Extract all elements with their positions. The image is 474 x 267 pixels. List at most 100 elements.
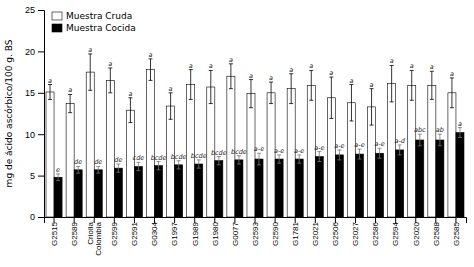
error-bar <box>249 80 253 108</box>
x-tick-label-line: G0077 <box>231 221 240 246</box>
error-bar <box>430 71 434 99</box>
annotation: bcde <box>211 149 227 157</box>
x-tick: G2586 <box>371 217 380 246</box>
x-tick: G2027 <box>351 217 360 246</box>
x-tick-label-line: G2020 <box>412 221 421 246</box>
bar <box>436 140 444 217</box>
error-bar <box>370 89 374 125</box>
bar <box>255 159 263 217</box>
bar <box>54 177 62 217</box>
x-tick: G2588 <box>432 217 441 246</box>
x-tick: G2021 <box>311 217 320 246</box>
bar <box>275 159 283 217</box>
annotation: a <box>128 90 132 98</box>
annotation: de <box>114 156 122 164</box>
annotation: a <box>458 120 462 128</box>
annotation: cde <box>133 154 145 162</box>
bar <box>106 80 114 217</box>
annotation: a-d <box>394 137 405 145</box>
x-tick: G0077 <box>231 217 240 246</box>
error-bar <box>108 68 112 93</box>
bar <box>215 161 223 217</box>
x-tick-label: G2590 <box>271 221 280 246</box>
bar <box>167 106 175 217</box>
annotation: a <box>390 57 394 65</box>
x-tick-label: CriollaColombia <box>86 221 104 255</box>
y-tick-label: 5 <box>30 171 35 181</box>
annotation: a <box>430 63 434 71</box>
y-tick-mark <box>38 134 44 135</box>
bar <box>295 159 303 217</box>
bar <box>396 150 404 217</box>
error-bar <box>418 134 422 146</box>
annotation: a <box>48 77 52 85</box>
error-bar <box>357 149 361 159</box>
x-tick-label-line: G1781 <box>291 221 300 246</box>
bar <box>408 85 416 217</box>
x-tick: G2590 <box>271 217 280 246</box>
bar <box>247 94 255 217</box>
x-tick-label: G2585 <box>452 221 461 246</box>
annotation: de <box>94 158 102 166</box>
error-bar <box>48 85 52 100</box>
annotation: de <box>74 158 82 166</box>
x-tick-label-line: G2591 <box>130 221 139 246</box>
x-tick-label-line: G2599 <box>110 221 119 246</box>
x-tick-label-line: G2593 <box>251 221 260 246</box>
bar <box>187 85 195 217</box>
error-bar <box>378 148 382 158</box>
bar <box>126 110 134 217</box>
annotation: a <box>329 69 333 77</box>
error-bar <box>398 145 402 155</box>
plot-area: 0510152025 G2515 G2589 CriollaColombia G2599… <box>25 5 467 255</box>
error-bar <box>277 155 281 163</box>
bar <box>227 76 235 217</box>
error-bar <box>438 134 442 146</box>
error-bar <box>237 156 241 164</box>
x-tick-label-line: Criolla <box>86 221 95 244</box>
bar <box>155 166 163 217</box>
x-tick-label: G1997 <box>170 221 179 246</box>
x-tick-label: G1980 <box>211 221 220 246</box>
chart: 0510152025 G2515 G2589 CriollaColombia G2599… <box>0 0 474 267</box>
x-tick-label: G2589 <box>70 221 79 246</box>
annotation: bcde <box>231 148 247 156</box>
x-tick: G2594 <box>391 217 400 246</box>
x-tick-label-line: G0304 <box>150 221 159 246</box>
annotation: abc <box>414 126 426 134</box>
x-tick: CriollaColombia <box>86 217 104 256</box>
annotation: a-e <box>334 142 344 150</box>
annotation: a <box>249 72 253 80</box>
annotation: a <box>289 66 293 74</box>
x-tick-label: G2593 <box>251 221 260 246</box>
x-tick: G2591 <box>130 217 139 246</box>
bar <box>134 166 142 217</box>
error-bar <box>450 78 454 108</box>
annotation: a <box>209 62 213 70</box>
y-tick-mark <box>38 93 44 94</box>
annotation: a-e <box>294 147 304 155</box>
error-bar <box>197 160 201 168</box>
x-tick: G2593 <box>251 217 260 246</box>
error-bar <box>56 174 60 181</box>
annotation: a-e <box>274 147 284 155</box>
x-tick-label-line: G2588 <box>432 221 441 246</box>
x-tick-label: G1781 <box>291 221 300 246</box>
x-tick-label: G0304 <box>150 221 159 246</box>
error-bar <box>297 155 301 163</box>
x-tick-label: G2594 <box>391 221 400 246</box>
error-bar <box>337 150 341 160</box>
legend-label: Muestra Cocida <box>66 23 136 33</box>
legend-swatch <box>52 12 62 20</box>
x-tick-label: G2020 <box>412 221 421 246</box>
x-tick: G2515 <box>50 217 59 246</box>
error-bar <box>189 70 193 100</box>
x-tick-label: G2027 <box>351 221 360 246</box>
y-tick-mark <box>38 51 44 52</box>
annotation: a <box>108 60 112 68</box>
error-bar <box>309 70 313 100</box>
x-tick-label-line: G1989 <box>191 221 200 246</box>
x-tick: G1980 <box>211 217 220 246</box>
annotation: a <box>169 85 173 93</box>
y-axis: 0510152025 <box>25 5 45 222</box>
